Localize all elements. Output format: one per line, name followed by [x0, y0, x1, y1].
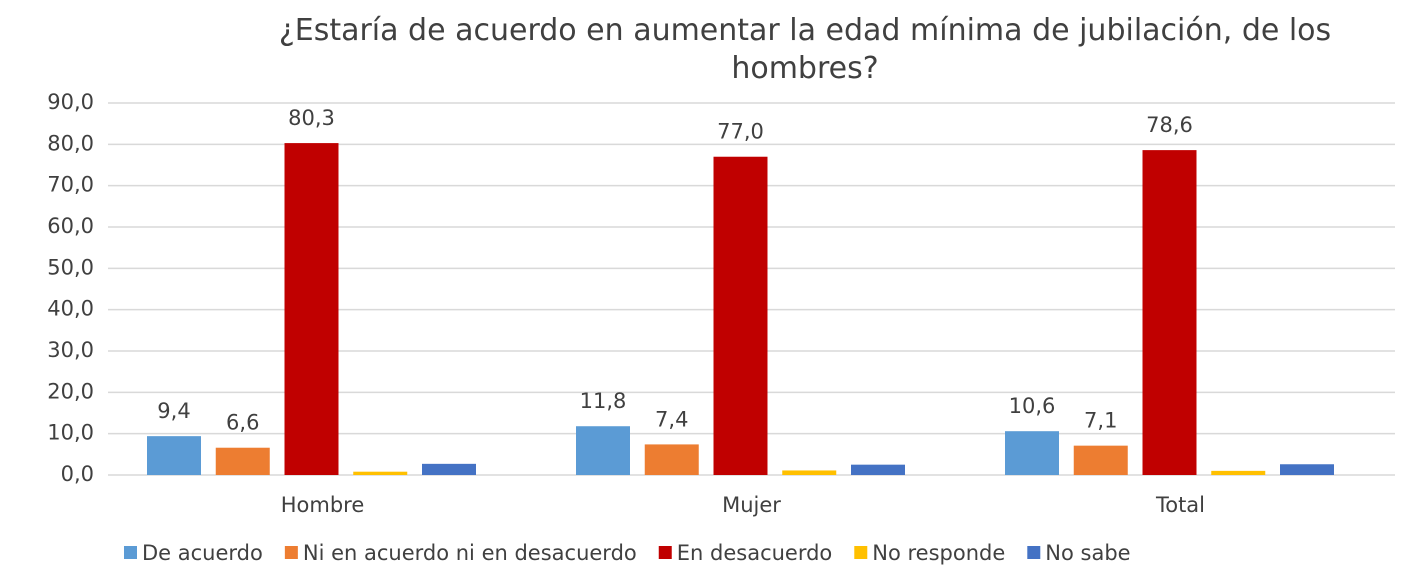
legend-label: Ni en acuerdo ni en desacuerdo: [303, 541, 637, 565]
bar: [1211, 470, 1266, 475]
data-label: 77,0: [717, 120, 764, 144]
y-tick-label: 0,0: [61, 462, 94, 486]
chart-title: ¿Estaría de acuerdo en aumentar la edad …: [278, 13, 1332, 86]
x-tick-label: Hombre: [281, 493, 365, 517]
data-label: 10,6: [1009, 394, 1056, 418]
legend-swatch: [124, 546, 137, 559]
data-label: 80,3: [288, 106, 335, 130]
legend-swatch: [284, 546, 298, 559]
x-tick-label: Mujer: [722, 493, 781, 517]
y-tick-label: 80,0: [47, 131, 94, 155]
bar: [576, 426, 630, 475]
bar: [353, 471, 408, 475]
legend-label: De acuerdo: [142, 541, 263, 565]
data-label: 7,4: [655, 407, 688, 431]
legend-label: No sabe: [1045, 541, 1130, 565]
y-tick-label: 60,0: [47, 214, 94, 238]
bar: [147, 436, 201, 475]
bar: [782, 470, 837, 475]
bar: [713, 156, 768, 475]
y-tick-label: 30,0: [47, 338, 94, 362]
bar: [1005, 431, 1059, 475]
bar: [1280, 464, 1334, 475]
y-tick-label: 70,0: [47, 173, 94, 197]
data-label: 9,4: [157, 399, 190, 423]
legend-swatch: [658, 546, 672, 559]
legend-swatch: [854, 546, 868, 559]
data-label: 78,6: [1146, 113, 1193, 137]
y-tick-label: 90,0: [47, 90, 94, 114]
y-tick-label: 10,0: [47, 421, 94, 445]
y-tick-label: 40,0: [47, 297, 94, 321]
legend-label: En desacuerdo: [677, 541, 833, 565]
legend-label: No responde: [872, 541, 1005, 565]
y-tick-label: 20,0: [47, 379, 94, 403]
y-tick-label: 50,0: [47, 255, 94, 279]
legend-swatch: [1027, 546, 1041, 559]
bar: [1142, 150, 1197, 475]
bar: [1073, 445, 1128, 475]
x-tick-label: Total: [1155, 493, 1205, 517]
data-label: 6,6: [226, 411, 259, 435]
data-label: 11,8: [580, 389, 627, 413]
bar: [284, 143, 339, 476]
bar: [644, 444, 699, 475]
data-label: 7,1: [1084, 409, 1117, 433]
bar: [215, 447, 270, 475]
bar: [851, 464, 905, 475]
bar: [422, 463, 476, 475]
